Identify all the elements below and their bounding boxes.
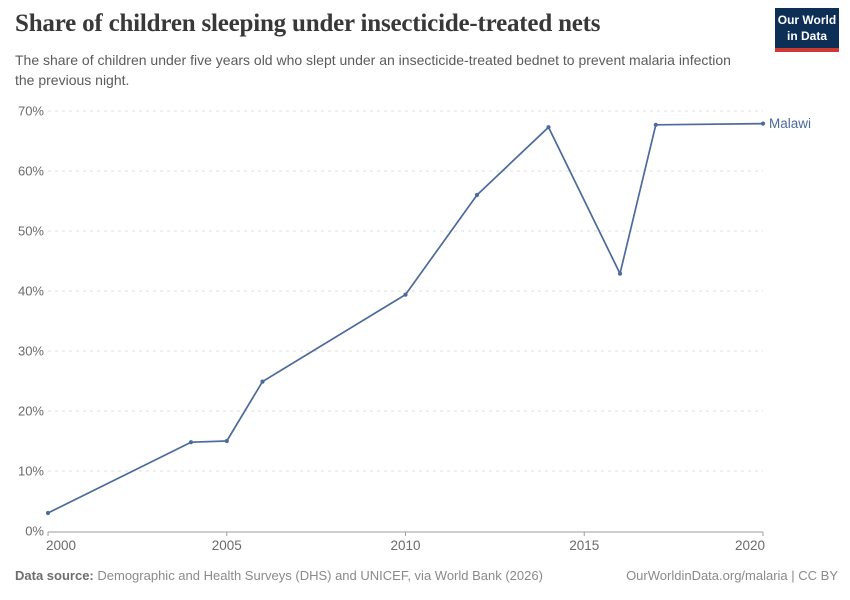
data-point[interactable]: [224, 438, 229, 444]
data-point[interactable]: [45, 510, 51, 516]
data-point[interactable]: [403, 292, 408, 297]
x-tick-label: 2020: [735, 538, 765, 553]
page-title: Share of children sleeping under insecti…: [15, 10, 601, 37]
y-tick-label: 20%: [18, 404, 44, 419]
data-point[interactable]: [760, 121, 766, 126]
data-point[interactable]: [617, 271, 623, 276]
owid-logo-line2: in Data: [786, 28, 827, 43]
data-point[interactable]: [188, 440, 194, 445]
x-tick-label: 2010: [390, 538, 420, 553]
y-tick-label: 40%: [18, 284, 44, 299]
x-tick-label: 2000: [46, 538, 76, 553]
data-source-label: Data source:: [15, 568, 94, 583]
y-tick-label: 50%: [18, 224, 44, 239]
data-point[interactable]: [653, 122, 658, 127]
x-tick-label: 2015: [569, 538, 599, 553]
owid-logo-line1: Our World: [777, 13, 837, 27]
series-label-malawi[interactable]: Malawi: [769, 116, 811, 131]
y-tick-label: 60%: [18, 164, 44, 179]
data-source: Data source: Demographic and Health Surv…: [15, 568, 543, 583]
attribution-link[interactable]: OurWorldinData.org/malaria | CC BY: [626, 568, 838, 583]
data-point[interactable]: [474, 192, 480, 198]
y-tick-label: 10%: [18, 464, 44, 479]
owid-logo[interactable]: Our World in Data: [775, 8, 839, 53]
data-point[interactable]: [546, 125, 551, 130]
chart-subtitle: The share of children under five years o…: [15, 52, 731, 88]
chart-footer: Data source: Demographic and Health Surv…: [15, 568, 838, 583]
y-tick-label: 0%: [25, 524, 44, 539]
data-source-text: Demographic and Health Surveys (DHS) and…: [97, 568, 543, 583]
series-line-malawi[interactable]: [47, 122, 764, 514]
y-tick-label: 70%: [18, 104, 44, 119]
y-tick-label: 30%: [18, 344, 44, 359]
x-tick-label: 2005: [212, 538, 242, 553]
data-point[interactable]: [260, 379, 265, 384]
